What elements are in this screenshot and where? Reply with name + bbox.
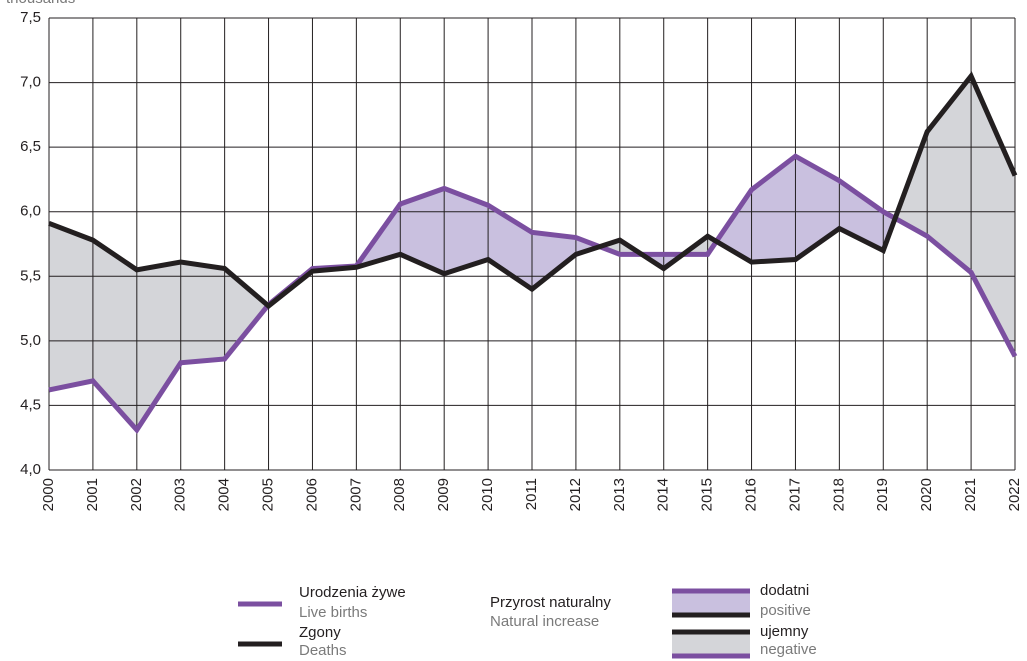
x-tick-label: 2010	[479, 478, 496, 511]
increase-area	[444, 188, 489, 274]
x-tick-label: 2021	[962, 478, 979, 511]
legend-label: positive	[760, 602, 811, 619]
increase-area	[532, 232, 576, 290]
x-tick-label: 2000	[40, 478, 57, 511]
x-tick-label: 2022	[1006, 478, 1023, 511]
x-tick-label: 2020	[918, 478, 935, 511]
x-tick-label: 2006	[303, 478, 320, 511]
y-tick-label: 7,0	[20, 74, 41, 91]
legend-label: Urodzenia żywe	[299, 584, 406, 601]
x-tick-label: 2019	[874, 478, 891, 511]
x-tick-label: 2015	[699, 478, 716, 511]
legend-swatch	[672, 632, 750, 656]
y-tick-label: 5,5	[20, 267, 41, 284]
x-tick-label: 2007	[347, 478, 364, 511]
x-tick-label: 2003	[172, 478, 189, 511]
x-tick-label: 2002	[128, 478, 145, 511]
x-tick-label: 2005	[260, 478, 277, 511]
y-axis-label: thousands	[6, 0, 75, 7]
x-tick-label: 2013	[611, 478, 628, 511]
legend-label: Live births	[299, 604, 367, 621]
increase-area	[224, 268, 268, 359]
increase-area	[400, 188, 445, 274]
x-tick-label: 2008	[391, 478, 408, 511]
x-tick-label: 2011	[523, 478, 540, 510]
legend-label: Deaths	[299, 642, 347, 659]
x-tick-label: 2014	[655, 478, 672, 511]
y-tick-label: 6,5	[20, 138, 41, 155]
x-tick-label: 2018	[830, 478, 847, 511]
increase-area	[927, 76, 972, 273]
increase-area	[92, 240, 137, 430]
y-tick-label: 4,0	[20, 461, 41, 478]
legend-label: Zgony	[299, 624, 341, 641]
y-tick-label: 6,0	[20, 203, 41, 220]
y-tick-label: 5,0	[20, 332, 41, 349]
x-tick-label: 2017	[786, 478, 803, 511]
legend-title: Natural increase	[490, 613, 599, 630]
legend-label: dodatni	[760, 582, 809, 599]
x-tick-label: 2016	[743, 478, 760, 511]
increase-area	[49, 223, 93, 390]
increase-area	[136, 262, 181, 430]
legend-swatch	[672, 591, 750, 615]
legend-title: Przyrost naturalny	[490, 594, 611, 611]
increase-area	[180, 262, 225, 363]
x-tick-label: 2001	[84, 478, 101, 511]
y-tick-label: 7,5	[20, 9, 41, 26]
x-tick-label: 2004	[216, 478, 233, 511]
legend-label: ujemny	[760, 623, 809, 640]
legend-label: negative	[760, 641, 817, 658]
x-tick-label: 2009	[435, 478, 452, 511]
increase-area	[641, 254, 664, 269]
x-tick-label: 2012	[567, 478, 584, 511]
increase-area	[971, 76, 1015, 357]
series-line	[48, 71, 1018, 310]
series-line	[48, 153, 1018, 435]
y-tick-label: 4,5	[20, 396, 41, 413]
